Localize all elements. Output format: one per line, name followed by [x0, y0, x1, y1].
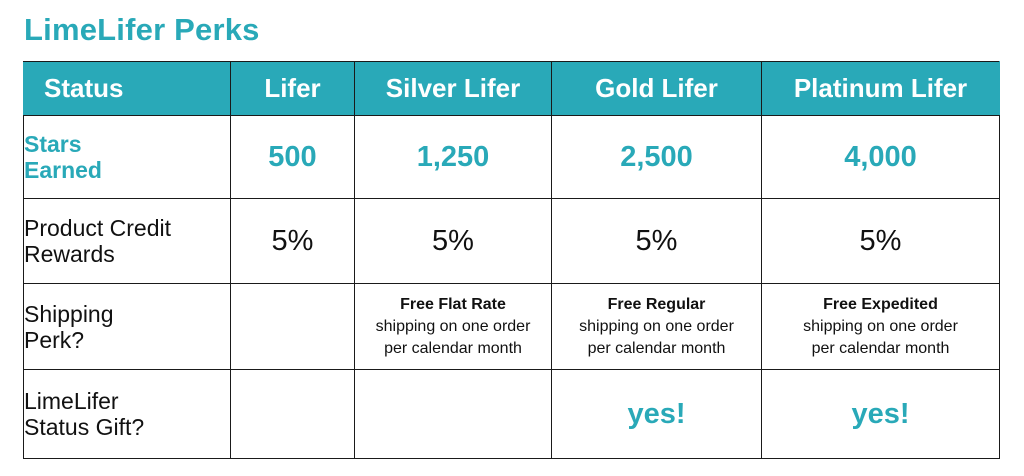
- stars-value-gold-lifer: 2,500: [551, 115, 762, 199]
- row-label-text: Product Credit Rewards: [24, 215, 172, 267]
- row-label-product-credit: Product Credit Rewards: [23, 198, 231, 284]
- row-label-text: Shipping Perk?: [24, 300, 114, 353]
- row-label-shipping-perk: Shipping Perk?: [23, 283, 231, 370]
- header-row: Status Lifer Silver Lifer Gold Lifer Pla…: [23, 61, 1000, 116]
- shipping-value-lifer-empty: [230, 283, 355, 370]
- shipping-perk-title: Free Expedited: [823, 295, 938, 313]
- table-row-stars-earned: Stars Earned 500 1,250 2,500 4,000: [23, 115, 1000, 199]
- stars-value-platinum-lifer: 4,000: [761, 115, 1000, 199]
- table-row-product-credit: Product Credit Rewards 5% 5% 5% 5%: [23, 198, 1000, 284]
- header-tier-silver-lifer: Silver Lifer: [354, 61, 552, 116]
- credit-value-platinum-lifer: 5%: [761, 198, 1000, 284]
- shipping-perk-description: shipping on one order per calendar month: [375, 317, 531, 357]
- header-tier-lifer: Lifer: [230, 61, 355, 116]
- gift-value-platinum-lifer: yes!: [761, 369, 1000, 459]
- row-label-status-gift: LimeLifer Status Gift?: [23, 369, 231, 459]
- shipping-value-gold-lifer: Free Regular shipping on one order per c…: [551, 283, 762, 370]
- shipping-perk-description: shipping on one order per calendar month: [579, 317, 734, 357]
- row-label-text: LimeLifer Status Gift?: [24, 388, 145, 440]
- credit-value-gold-lifer: 5%: [551, 198, 762, 284]
- table-row-status-gift: LimeLifer Status Gift? yes! yes!: [23, 369, 1000, 459]
- row-label-stars-earned: Stars Earned: [23, 115, 231, 199]
- shipping-perk-title: Free Regular: [607, 295, 706, 313]
- header-tier-gold-lifer: Gold Lifer: [551, 61, 762, 116]
- shipping-perk-description: shipping on one order per calendar month: [803, 317, 958, 357]
- shipping-value-platinum-lifer: Free Expedited shipping on one order per…: [761, 283, 1000, 370]
- header-status: Status: [23, 61, 231, 116]
- row-label-text: Stars Earned: [24, 131, 102, 183]
- credit-value-silver-lifer: 5%: [354, 198, 552, 284]
- credit-value-lifer: 5%: [230, 198, 355, 284]
- stars-value-silver-lifer: 1,250: [354, 115, 552, 199]
- gift-value-lifer-empty: [230, 369, 355, 459]
- header-tier-platinum-lifer: Platinum Lifer: [761, 61, 1000, 116]
- perks-table: Status Lifer Silver Lifer Gold Lifer Pla…: [23, 61, 1000, 459]
- gift-value-silver-lifer-empty: [354, 369, 552, 459]
- gift-value-gold-lifer: yes!: [551, 369, 762, 459]
- shipping-perk-title: Free Flat Rate: [400, 295, 506, 313]
- table-row-shipping-perk: Shipping Perk? Free Flat Rate shipping o…: [23, 283, 1000, 370]
- stars-value-lifer: 500: [230, 115, 355, 199]
- page-title: LimeLifer Perks: [24, 12, 260, 47]
- shipping-value-silver-lifer: Free Flat Rate shipping on one order per…: [354, 283, 552, 370]
